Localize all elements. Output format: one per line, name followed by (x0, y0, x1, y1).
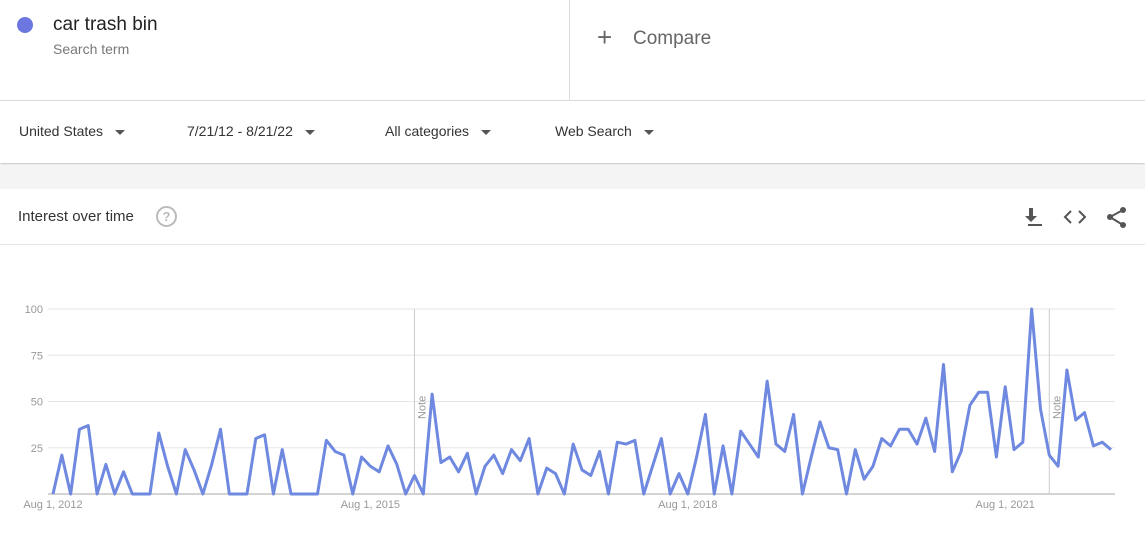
x-tick-label: Aug 1, 2021 (976, 499, 1035, 511)
help-icon[interactable]: ? (156, 206, 177, 227)
y-tick-label: 25 (31, 443, 43, 455)
y-tick-label: 50 (31, 397, 43, 409)
y-tick-label: 100 (25, 304, 43, 316)
term-name[interactable]: car trash bin (53, 14, 158, 35)
filter-label: 7/21/12 - 8/21/22 (187, 123, 293, 139)
divider (0, 244, 1145, 245)
term-subtitle: Search term (53, 41, 130, 57)
header: car trash bin Search term + Compare (0, 0, 1145, 101)
filter[interactable]: All categories (385, 123, 492, 139)
x-tick-label: Aug 1, 2015 (341, 499, 400, 511)
download-icon[interactable] (1025, 208, 1042, 226)
compare[interactable]: Compare (633, 28, 712, 49)
trend-line (51, 307, 1112, 496)
filter-label: Web Search (555, 123, 632, 139)
filter-label: All categories (385, 123, 470, 139)
share-icon[interactable] (1107, 207, 1126, 228)
filter[interactable]: 7/21/12 - 8/21/22 (187, 123, 315, 139)
plus-icon: + (597, 22, 613, 52)
chart: 25 50 75 100 Aug 1, 2012 Aug 1, 2015 Aug 1, 20… (23, 304, 1115, 511)
card-actions (1025, 207, 1126, 228)
note-label: Note (1051, 396, 1063, 419)
note-label: Note (416, 396, 428, 419)
term-dot (17, 17, 33, 33)
divider (569, 0, 570, 100)
filter[interactable]: United States (19, 123, 126, 139)
gap (0, 165, 1145, 189)
x-tick-label: Aug 1, 2012 (23, 499, 82, 511)
x-tick-label: Aug 1, 2018 (658, 499, 717, 511)
card-title: Interest over time (18, 208, 134, 225)
filter[interactable]: Web Search (555, 123, 654, 139)
y-tick-label: 75 (31, 350, 43, 362)
embed-icon[interactable] (1063, 210, 1087, 224)
filter-label: United States (19, 123, 104, 139)
